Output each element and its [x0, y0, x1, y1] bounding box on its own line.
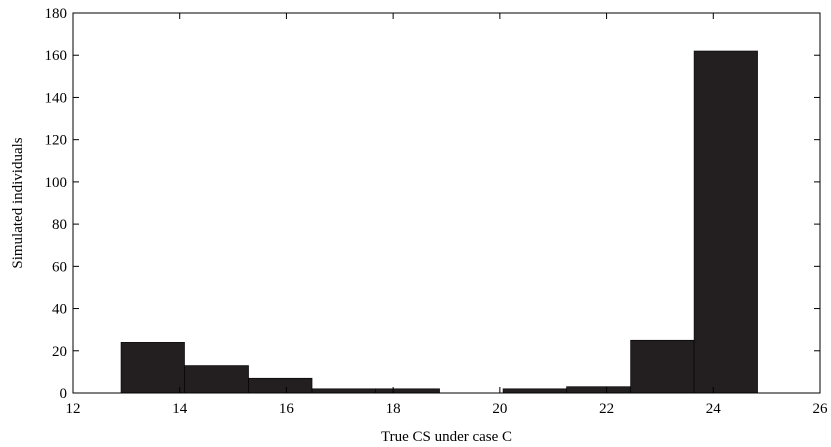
y-tick-label: 40: [52, 302, 67, 318]
x-tick-label: 20: [492, 401, 507, 417]
x-tick-label: 22: [599, 401, 614, 417]
plot-frame: [72, 12, 821, 394]
histogram-bar-4: [311, 388, 376, 394]
histogram-bar-3: [248, 377, 313, 394]
y-tick-label: 140: [45, 90, 68, 106]
y-tick-label: 20: [52, 344, 67, 360]
x-tick-label: 26: [813, 401, 829, 417]
histogram-bar-10: [693, 50, 758, 394]
histogram-bar-9: [630, 339, 695, 394]
histogram-bar-1: [120, 342, 185, 394]
x-axis-title: True CS under case C: [381, 429, 512, 445]
bars-group: [120, 50, 758, 394]
y-tick-label: 160: [45, 48, 68, 64]
y-tick-label: 60: [52, 259, 67, 275]
histogram-bar-7: [502, 388, 567, 394]
x-axis-ticks: 12 14 16 18 20 22 24 26: [66, 13, 829, 417]
x-tick-label: 18: [386, 401, 401, 417]
y-axis-ticks: 0 20 40 60 80 100 120 140 160 180: [45, 6, 820, 402]
histogram-bar-8: [566, 386, 631, 394]
histogram-bar-5: [375, 388, 440, 394]
y-tick-label: 0: [60, 386, 68, 402]
x-tick-label: 14: [172, 401, 188, 417]
x-tick-label: 16: [279, 401, 295, 417]
x-tick-label: 12: [66, 401, 81, 417]
y-tick-label: 100: [45, 175, 68, 191]
y-tick-label: 120: [45, 133, 68, 149]
y-tick-label: 80: [52, 217, 67, 233]
histogram-bar-2: [184, 365, 249, 394]
x-tick-label: 24: [706, 401, 722, 417]
y-axis-title: Simulated individuals: [10, 137, 26, 268]
y-tick-label: 180: [45, 6, 68, 22]
